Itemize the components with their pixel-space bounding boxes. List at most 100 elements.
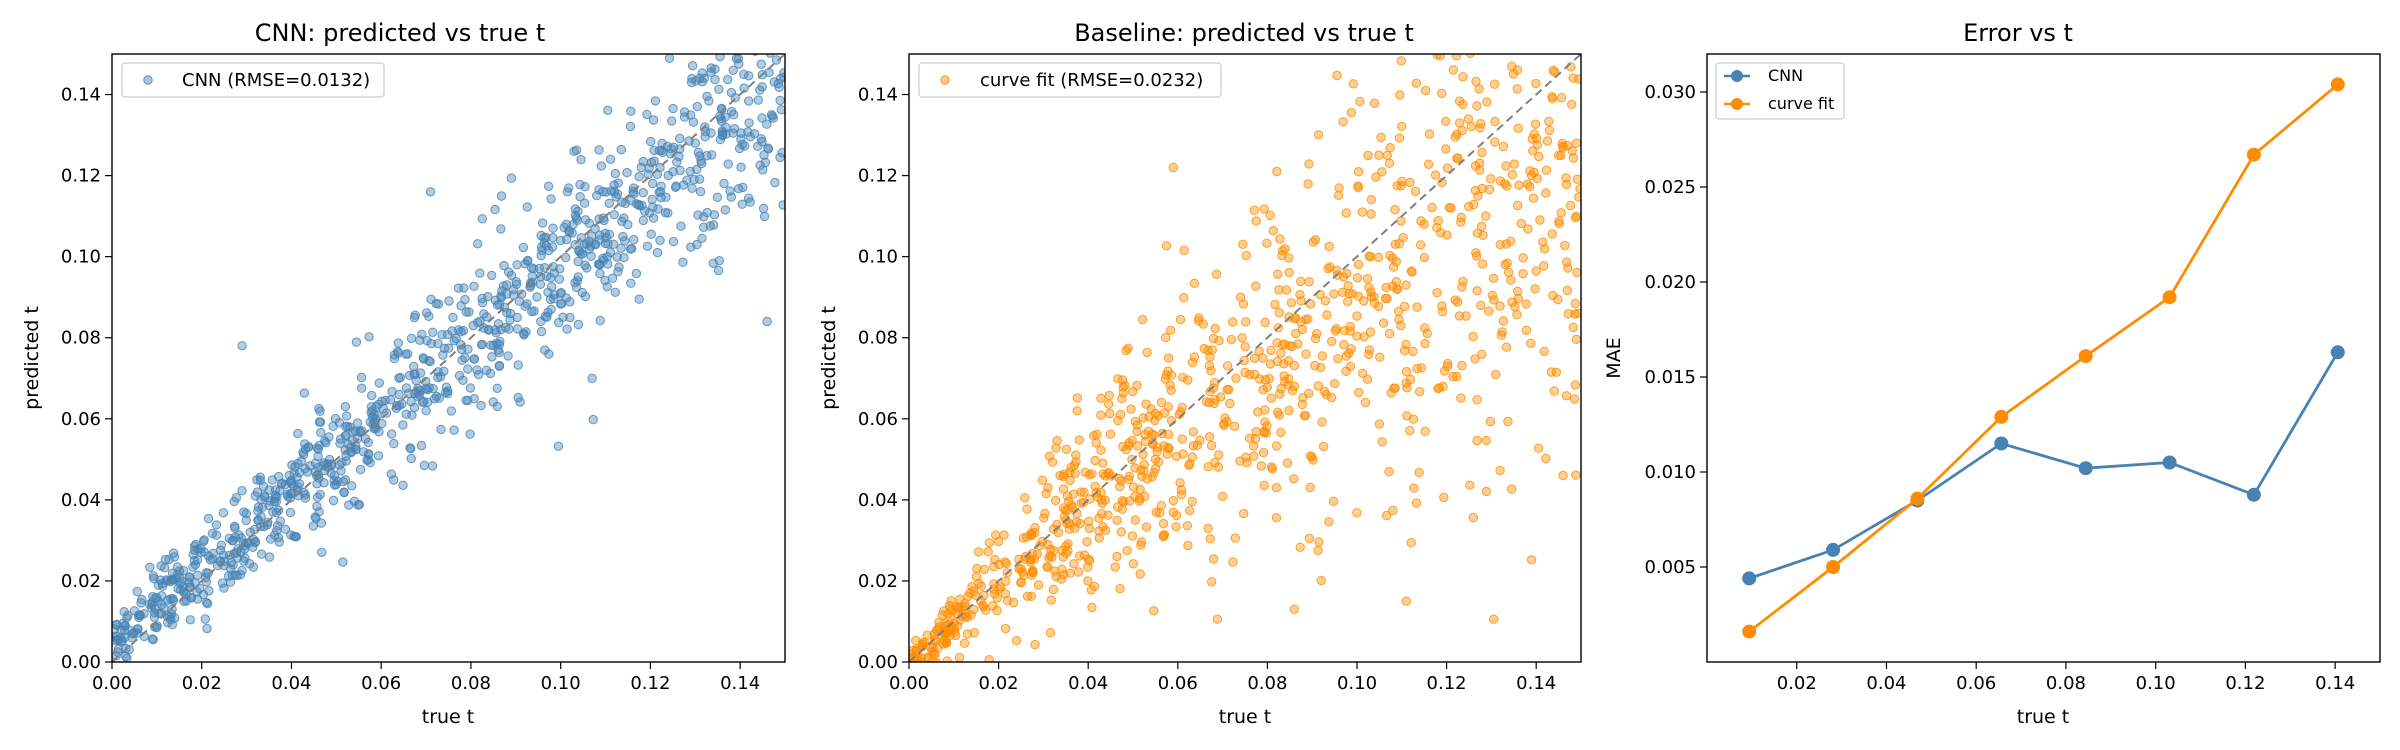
scatter-point	[1210, 323, 1220, 334]
scatter-point	[312, 501, 322, 511]
scatter-point	[1362, 274, 1373, 284]
scatter-point	[1296, 276, 1306, 287]
scatter-point	[943, 609, 953, 619]
scatter-point	[1207, 345, 1217, 355]
scatter-point	[704, 96, 714, 106]
scatter-point	[492, 383, 502, 393]
scatter-point	[331, 479, 341, 490]
scatter-point	[1388, 505, 1398, 516]
y-axis-ticks: 0.005 0.010 0.015 0.020 0.025 0.030	[1644, 82, 1707, 578]
scatter-point	[717, 126, 727, 136]
scatter-point	[1546, 367, 1557, 377]
scatter-point	[166, 614, 176, 625]
scatter-point	[1116, 476, 1126, 486]
scatter-point	[1065, 475, 1075, 486]
scatter-point	[1424, 129, 1435, 139]
scatter-point	[313, 451, 323, 461]
scatter-point	[664, 54, 675, 63]
scatter-point	[633, 199, 644, 210]
scatter-point	[1175, 478, 1185, 488]
scatter-point	[744, 96, 754, 106]
scatter-point	[492, 401, 502, 412]
x-tick-label: 0.06	[361, 673, 401, 694]
scatter-point	[1205, 534, 1216, 544]
scatter-point	[1143, 426, 1154, 436]
scatter-point	[1490, 137, 1500, 147]
series-point	[1994, 409, 2009, 424]
scatter-point	[570, 278, 580, 288]
scatter-point	[1412, 302, 1422, 312]
scatter-point	[1069, 559, 1079, 569]
scatter-point	[340, 401, 350, 412]
series-point	[2330, 77, 2345, 92]
scatter-point	[1362, 374, 1373, 384]
scatter-point	[1330, 379, 1340, 389]
scatter-point	[1442, 230, 1452, 240]
scatter-point	[1179, 293, 1189, 303]
scatter-point	[1341, 366, 1351, 376]
scatter-point	[717, 104, 727, 114]
scatter-point	[235, 570, 246, 580]
scatter-point	[666, 144, 676, 154]
scatter-point	[625, 121, 636, 132]
scatter-point	[656, 192, 666, 203]
scatter-point	[642, 109, 652, 120]
scatter-point	[648, 202, 658, 213]
scatter-point	[475, 316, 485, 327]
scatter-point	[1437, 301, 1447, 311]
scatter-point	[1414, 467, 1424, 478]
scatter-point	[1430, 170, 1441, 180]
scatter-point	[422, 385, 432, 395]
y-tick-label: 0.14	[61, 85, 101, 106]
scatter-point	[692, 164, 702, 175]
scatter-point	[1116, 527, 1127, 537]
scatter-point	[616, 243, 626, 253]
scatter-point	[310, 512, 320, 522]
scatter-point	[679, 107, 690, 117]
scatter-point	[1189, 352, 1200, 362]
scatter-point	[1187, 357, 1198, 368]
scatter-point	[458, 326, 469, 336]
scatter-point	[637, 200, 647, 211]
scatter-point	[1486, 174, 1496, 184]
scatter-point	[339, 487, 349, 498]
reference-line	[908, 53, 1582, 663]
scatter-point	[562, 324, 572, 334]
scatter-point	[514, 296, 524, 306]
scatter-point	[1265, 210, 1275, 221]
scatter-point	[201, 568, 211, 578]
scatter-point	[1123, 474, 1134, 485]
scatter-point	[1364, 349, 1374, 360]
scatter-point	[1317, 417, 1327, 427]
scatter-point	[548, 223, 558, 233]
scatter-point	[1128, 559, 1139, 569]
scatter-point	[1320, 296, 1331, 306]
scatter-point	[1051, 443, 1061, 453]
reference-line	[111, 53, 786, 663]
scatter-point	[355, 464, 366, 475]
scatter-point	[406, 333, 417, 344]
x-tick-label: 0.00	[92, 673, 132, 694]
scatter-point	[745, 197, 755, 207]
scatter-point	[1266, 345, 1276, 356]
scatter-point	[1452, 371, 1462, 382]
scatter-point	[1171, 522, 1181, 532]
scatter-point	[304, 442, 314, 452]
scatter-point	[1154, 508, 1165, 518]
scatter-point	[1364, 282, 1374, 293]
scatter-point	[1275, 389, 1285, 399]
scatter-point	[1212, 614, 1223, 624]
scatter-point	[1568, 322, 1578, 333]
scatter-point	[1395, 90, 1405, 100]
scatter-point	[127, 633, 137, 643]
scatter-point	[229, 521, 240, 531]
scatter-point	[1369, 292, 1379, 302]
x-tick-label: 0.14	[720, 673, 760, 694]
scatter-point	[1556, 208, 1566, 218]
scatter-point	[385, 395, 396, 405]
scatter-point	[1048, 584, 1059, 595]
scatter-point	[554, 274, 565, 284]
scatter-point	[1453, 153, 1463, 163]
scatter-point	[1472, 435, 1482, 446]
scatter-point	[1357, 207, 1368, 217]
